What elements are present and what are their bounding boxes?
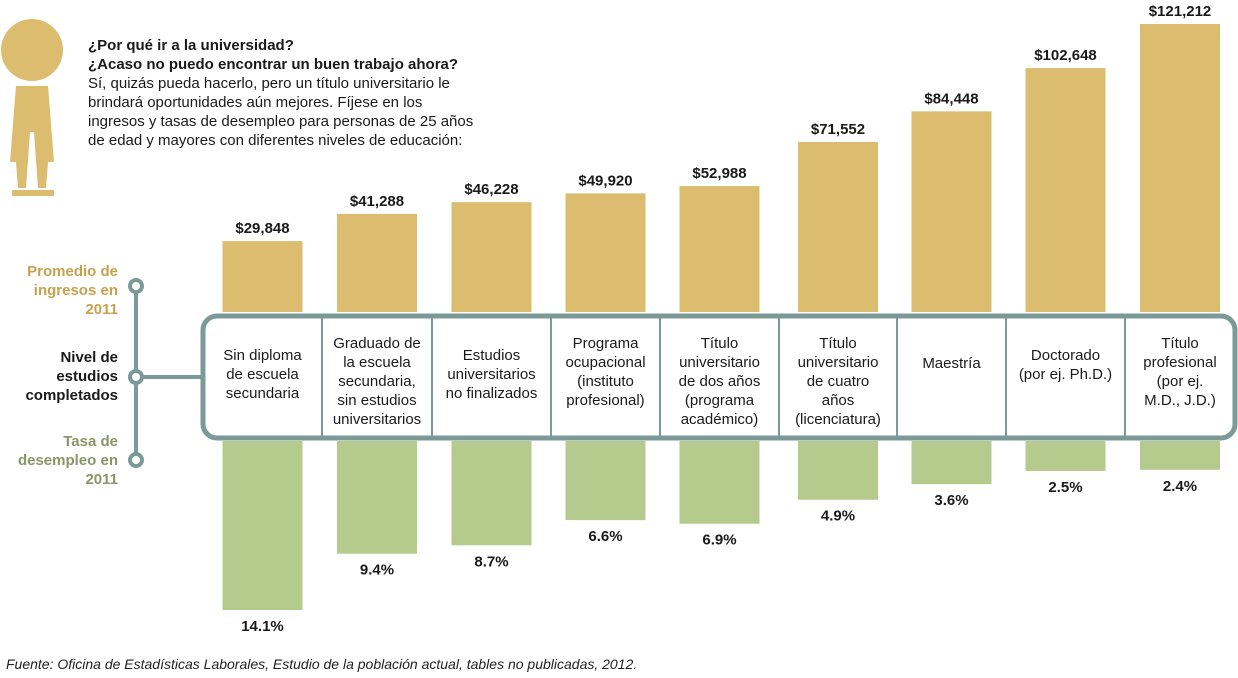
- unemployment-bar: [1140, 441, 1220, 470]
- education-row-label: Nivel de estudios completados: [10, 348, 118, 405]
- category-label-line: Título: [819, 335, 857, 352]
- row-connector-dot: [128, 369, 144, 385]
- category-label: Sin diploma de escuela secundaria: [223, 347, 302, 402]
- category-label-line: Doctorado: [1031, 347, 1100, 364]
- unemployment-bar: [337, 441, 417, 554]
- earnings-bar: [1140, 24, 1220, 312]
- category-label-line: (por ej. Ph.D.): [1019, 366, 1112, 383]
- category-label-line: académico): [681, 411, 759, 428]
- unemployment-bar: [1025, 441, 1106, 471]
- category-label: Doctorado (por ej. Ph.D.): [1019, 347, 1112, 383]
- category-label-line: secundaria,: [338, 373, 416, 390]
- education-levels-frame: [200, 313, 1238, 441]
- category-label: Título universitario de cuatro años (licenci…: [795, 335, 881, 428]
- category-label-line: profesional: [1143, 354, 1216, 371]
- category-label-line: ocupacional: [565, 354, 645, 371]
- earnings-bar: [565, 193, 646, 312]
- category-label-line: Maestría: [922, 355, 981, 372]
- category-label-line: universitario: [798, 354, 879, 371]
- category-label-line: universitarios: [333, 411, 421, 428]
- earnings-bar: [798, 141, 878, 312]
- category-label-line: Título: [1161, 335, 1199, 352]
- earnings-row-label: Promedio de ingresos en 2011: [10, 262, 118, 319]
- earnings-bar: [679, 186, 760, 312]
- unemployment-value-label: 6.6%: [588, 528, 622, 545]
- category-label: Maestría: [922, 355, 981, 372]
- category-label: Título universitario de dos años (programa a…: [679, 335, 761, 428]
- unemployment-bar: [911, 441, 992, 485]
- unemployment-bar: [451, 441, 532, 546]
- category-label-line: la escuela: [343, 354, 411, 371]
- unemployment-value-label: 2.4%: [1163, 478, 1197, 495]
- category-label-line: no finalizados: [446, 385, 538, 402]
- category-label-line: Graduado de: [333, 335, 421, 352]
- earnings-bar: [1025, 68, 1106, 312]
- category-label-line: (programa: [685, 392, 755, 409]
- unemployment-row-label: Tasa de desempleo en 2011: [10, 432, 118, 489]
- category-label-line: (licenciatura): [795, 411, 881, 428]
- person-illustration: [1, 19, 63, 196]
- category-label-line: años: [822, 392, 855, 409]
- category-label-line: Título: [701, 335, 739, 352]
- row-connector-dot: [128, 452, 144, 468]
- unemployment-value-label: 6.9%: [702, 532, 736, 549]
- person-head: [1, 19, 63, 81]
- unemployment-value-label: 2.5%: [1048, 479, 1082, 496]
- category-label-line: Sin diploma: [223, 347, 302, 364]
- earnings-value-label: $41,288: [350, 193, 404, 210]
- intro-text: ¿Por qué ir a la universidad? ¿Acaso no …: [88, 36, 528, 150]
- earnings-bar: [911, 111, 992, 312]
- unemployment-bar: [679, 441, 760, 524]
- source-note: Fuente: Oficina de Estadísticas Laborale…: [6, 656, 638, 672]
- earnings-unemployment-chart: $29,848 $41,288 $46,228 $49,920 $52,988 $71,5…: [128, 3, 1238, 635]
- earnings-value-label: $102,648: [1034, 47, 1097, 64]
- unemployment-row-label-text: Tasa de desempleo en 2011: [17, 433, 118, 488]
- category-label-line: Programa: [573, 335, 640, 352]
- category-label-line: (instituto: [577, 373, 634, 390]
- unemployment-value-label: 9.4%: [360, 562, 394, 579]
- earnings-value-label: $49,920: [578, 172, 632, 189]
- intro-question-1: ¿Por qué ir a la universidad?: [88, 37, 294, 54]
- earnings-bar: [451, 202, 532, 312]
- earnings-bar: [337, 213, 417, 312]
- category-label-line: de cuatro: [807, 373, 870, 390]
- category-label-line: de dos años: [679, 373, 761, 390]
- unemployment-value-label: 3.6%: [934, 492, 968, 509]
- category-label-line: M.D., J.D.): [1144, 392, 1216, 409]
- intro-question-2: ¿Acaso no puedo encontrar un buen trabaj…: [88, 56, 459, 73]
- earnings-value-label: $84,448: [924, 90, 978, 107]
- category-label-line: profesional): [566, 392, 644, 409]
- earnings-row-label-text: Promedio de ingresos en 2011: [27, 263, 118, 318]
- intro-body: Sí, quizás pueda hacerlo, pero un título…: [88, 75, 474, 149]
- earnings-value-label: $29,848: [235, 220, 289, 237]
- unemployment-value-label: 14.1%: [241, 618, 284, 635]
- category-label: Título profesional (por ej. M.D., J.D.): [1143, 335, 1216, 409]
- earnings-value-label: $121,212: [1149, 3, 1212, 20]
- unemployment-bar: [565, 441, 646, 521]
- category-label-line: Estudios: [463, 347, 521, 364]
- unemployment-value-label: 4.9%: [821, 508, 855, 525]
- category-label-line: secundaria: [226, 385, 300, 402]
- person-body: [10, 86, 54, 188]
- unemployment-bar: [798, 441, 878, 500]
- earnings-value-label: $46,228: [464, 181, 518, 198]
- unemployment-value-label: 8.7%: [474, 553, 508, 570]
- earnings-value-label: $71,552: [811, 121, 865, 138]
- category-label: Programa ocupacional (instituto profesional…: [565, 335, 645, 409]
- unemployment-bar: [222, 441, 303, 610]
- category-label-line: sin estudios: [337, 392, 416, 409]
- earnings-value-label: $52,988: [692, 165, 746, 182]
- category-label-line: universitario: [679, 354, 760, 371]
- category-label: Estudios universitarios no finalizados: [446, 347, 538, 402]
- earnings-bar: [222, 241, 303, 312]
- category-label-line: de escuela: [226, 366, 299, 383]
- person-feet: [12, 190, 54, 196]
- education-row-label-text: Nivel de estudios completados: [25, 349, 118, 404]
- row-connector-dot: [128, 278, 144, 294]
- category-label-line: universitarios: [447, 366, 535, 383]
- category-label-line: (por ej.: [1157, 373, 1204, 390]
- category-label: Graduado de la escuela secundaria, sin estu…: [333, 335, 421, 428]
